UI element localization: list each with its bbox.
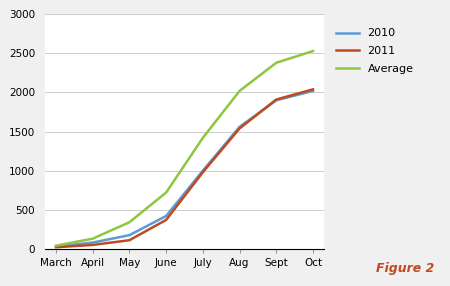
Text: Figure 2: Figure 2 (376, 262, 434, 275)
Legend: 2010, 2011, Average: 2010, 2011, Average (336, 28, 414, 74)
